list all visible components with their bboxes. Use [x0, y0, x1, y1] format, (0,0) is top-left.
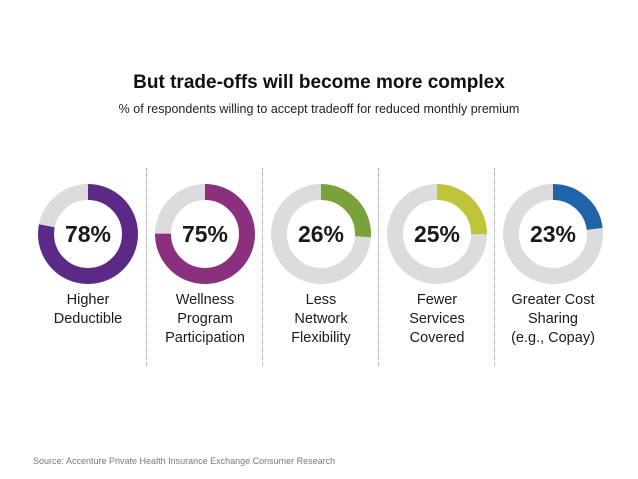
donut-panel-0: 78% Higher Deductible	[30, 168, 146, 366]
donut-segment-2	[271, 184, 371, 284]
value-label-4: 23%	[530, 221, 576, 247]
category-label-2: Less Network Flexibility	[263, 291, 379, 348]
category-label-4: Greater Cost Sharing (e.g., Copay)	[495, 291, 611, 348]
donut-chart-0: 78%	[38, 184, 138, 284]
category-label-line: Covered	[409, 330, 465, 346]
donut-segment-4	[503, 184, 603, 284]
donut-panel-3: 25% Fewer Services Covered	[378, 168, 495, 366]
category-label-line: Deductible	[53, 311, 123, 327]
source-note: Source: Accenture Private Health Insuran…	[33, 456, 336, 466]
category-label-3: Fewer Services Covered	[379, 291, 495, 348]
category-label-line: Network	[294, 311, 348, 327]
category-label-line: Wellness	[175, 292, 235, 308]
category-label-line: (e.g., Copay)	[511, 330, 595, 346]
donut-chart-2: 26%	[271, 184, 371, 284]
value-label-1: 75%	[182, 221, 228, 247]
category-label-line: Sharing	[528, 311, 578, 327]
category-label-line: Program	[177, 311, 233, 327]
category-label-line: Fewer	[416, 292, 458, 308]
category-label-0: Higher Deductible	[30, 291, 146, 329]
category-label-line: Flexibility	[291, 330, 351, 346]
category-label-line: Participation	[165, 330, 245, 346]
category-label-line: Less	[305, 292, 337, 308]
donut-segment-0	[38, 184, 138, 284]
donut-segment-3	[387, 184, 487, 284]
value-label-2: 26%	[298, 221, 344, 247]
donut-panel-1: 75% Wellness Program Participation	[146, 168, 263, 366]
chart-subtitle: % of respondents willing to accept trade…	[118, 102, 520, 116]
donut-segment-1	[155, 184, 255, 284]
category-label-line: Greater Cost	[511, 292, 595, 308]
category-label-line: Services	[409, 311, 465, 327]
donut-panel-4: 23% Greater Cost Sharing (e.g., Copay)	[494, 168, 611, 366]
value-label-0: 78%	[65, 221, 111, 247]
category-label-line: Higher	[66, 292, 110, 308]
donut-chart-4: 23%	[503, 184, 603, 284]
chart-title: But trade-offs will become more complex	[133, 72, 505, 93]
category-label-1: Wellness Program Participation	[147, 291, 263, 348]
donut-panel-2: 26% Less Network Flexibility	[262, 168, 379, 366]
donut-chart-3: 25%	[387, 184, 487, 284]
value-label-3: 25%	[414, 221, 460, 247]
donut-chart-1: 75%	[155, 184, 255, 284]
